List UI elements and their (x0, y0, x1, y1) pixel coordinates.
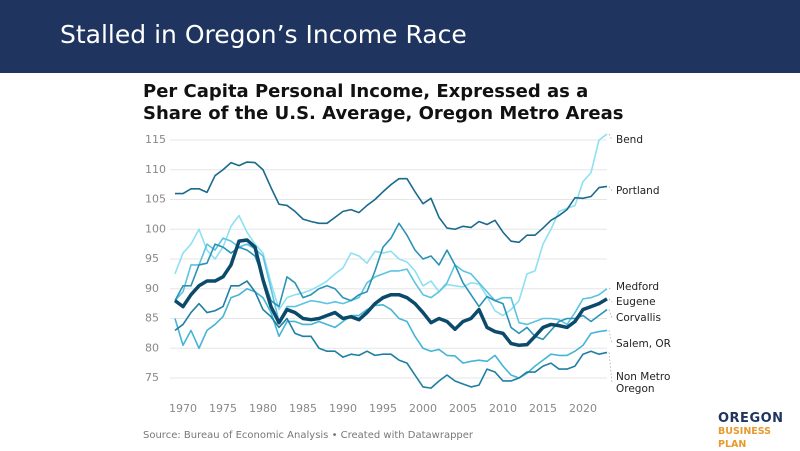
series-label: Bend (616, 134, 643, 146)
series-label: Corvallis (616, 312, 661, 324)
series-label: Portland (616, 185, 660, 197)
x-tick-label: 1995 (369, 402, 397, 415)
logo-name: OREGON (718, 411, 784, 426)
label-leader (608, 286, 613, 290)
x-tick-label: 1990 (329, 402, 357, 415)
label-leader (608, 330, 613, 345)
x-tick-label: 1980 (249, 402, 277, 415)
logo: OREGON BUSINESS PLAN (718, 412, 800, 451)
series-label: Eugene (616, 296, 656, 308)
y-tick-label: 90 (145, 282, 159, 295)
line-series (175, 161, 608, 244)
label-leader (608, 133, 613, 141)
label-leader (608, 186, 613, 192)
line-series (174, 287, 608, 379)
x-tick-label: 2010 (489, 402, 517, 415)
x-tick-label: 2015 (529, 402, 557, 415)
line-series (173, 238, 608, 348)
series-label: Non Metro Oregon (616, 371, 671, 395)
x-tick-label: 1970 (169, 402, 197, 415)
y-tick-label: 85 (145, 312, 159, 325)
line-series (174, 280, 608, 389)
x-tick-label: 1975 (209, 402, 237, 415)
y-tick-label: 110 (145, 163, 166, 176)
label-leader (608, 309, 613, 319)
x-tick-label: 1985 (289, 402, 317, 415)
line-series (174, 237, 608, 326)
y-tick-label: 100 (145, 222, 166, 235)
x-tick-label: 2000 (409, 402, 437, 415)
header: Stalled in Oregon’s Income Race (0, 0, 800, 73)
y-tick-label: 75 (145, 371, 159, 384)
logo-subtitle: BUSINESS PLAN (718, 426, 772, 450)
label-leader (608, 298, 613, 303)
source-note: Source: Bureau of Economic Analysis • Cr… (143, 430, 474, 441)
y-tick-label: 80 (145, 341, 159, 354)
x-tick-label: 2005 (449, 402, 477, 415)
header-title: Stalled in Oregon’s Income Race (60, 20, 467, 49)
y-tick-label: 105 (145, 193, 166, 206)
y-tick-label: 115 (145, 133, 166, 146)
series-label: Medford (616, 281, 660, 293)
label-leader (608, 352, 613, 384)
series-label: Salem, OR (616, 338, 671, 350)
x-tick-label: 2020 (569, 402, 597, 415)
chart-title: Per Capita Personal Income, Expressed as… (143, 81, 624, 124)
line-series (174, 133, 608, 317)
y-tick-label: 95 (145, 252, 159, 265)
